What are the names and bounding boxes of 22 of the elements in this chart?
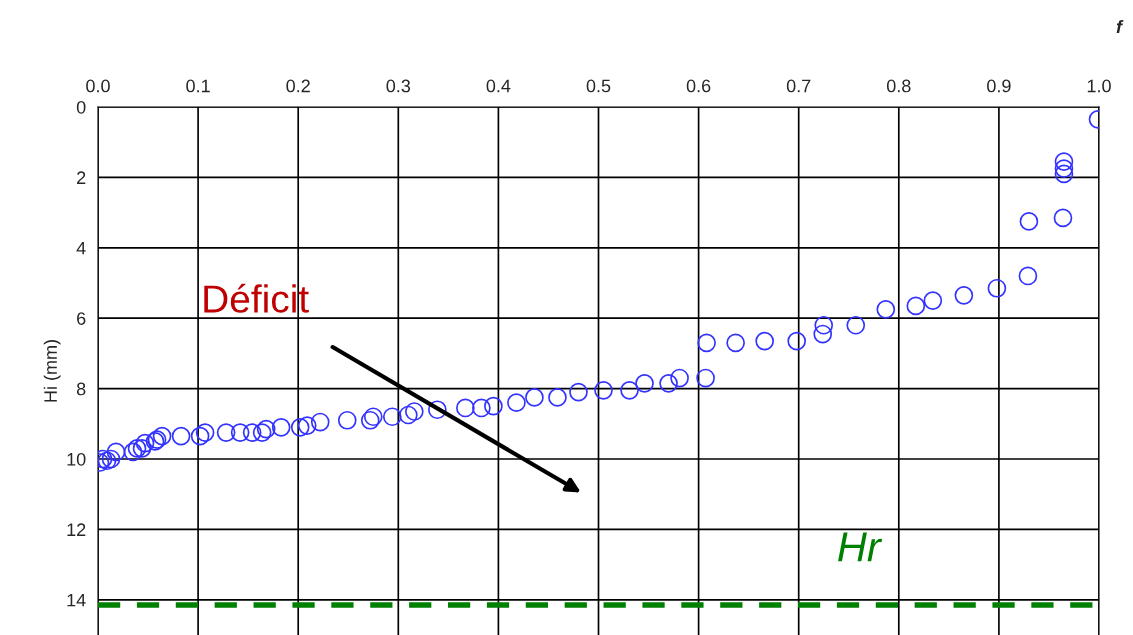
x-tick-label: 1.0	[1087, 79, 1111, 93]
y-tick-label: 10	[67, 452, 86, 466]
x-tick-label: 0.7	[786, 79, 811, 93]
y-tick-label: 0	[76, 100, 86, 114]
x-tick-label: 0.3	[386, 79, 411, 93]
y-tick-label: 6	[77, 312, 86, 325]
y-tick-label: 14	[67, 593, 86, 607]
y-axis-title: Hi (mm)	[43, 340, 61, 402]
x-tick-label: 0.9	[987, 79, 1011, 93]
x-tick-label: 0.1	[186, 79, 210, 93]
y-tick-label: 4	[76, 241, 86, 255]
x-tick-label: 0.5	[586, 79, 611, 93]
x-tick-label: 0.8	[886, 79, 911, 93]
x-tick-label: 0.2	[286, 79, 310, 93]
ref-line-label: Hr	[838, 532, 883, 562]
x-tick-label: 0.6	[686, 79, 711, 93]
y-tick-label: 12	[67, 523, 86, 536]
x-tick-label: 0.0	[86, 79, 110, 93]
x-tick-label: 0.4	[486, 79, 511, 93]
y-tick-label: 2	[77, 171, 86, 184]
y-tick-label: 8	[76, 382, 86, 396]
x-axis-title: f	[1116, 20, 1124, 34]
